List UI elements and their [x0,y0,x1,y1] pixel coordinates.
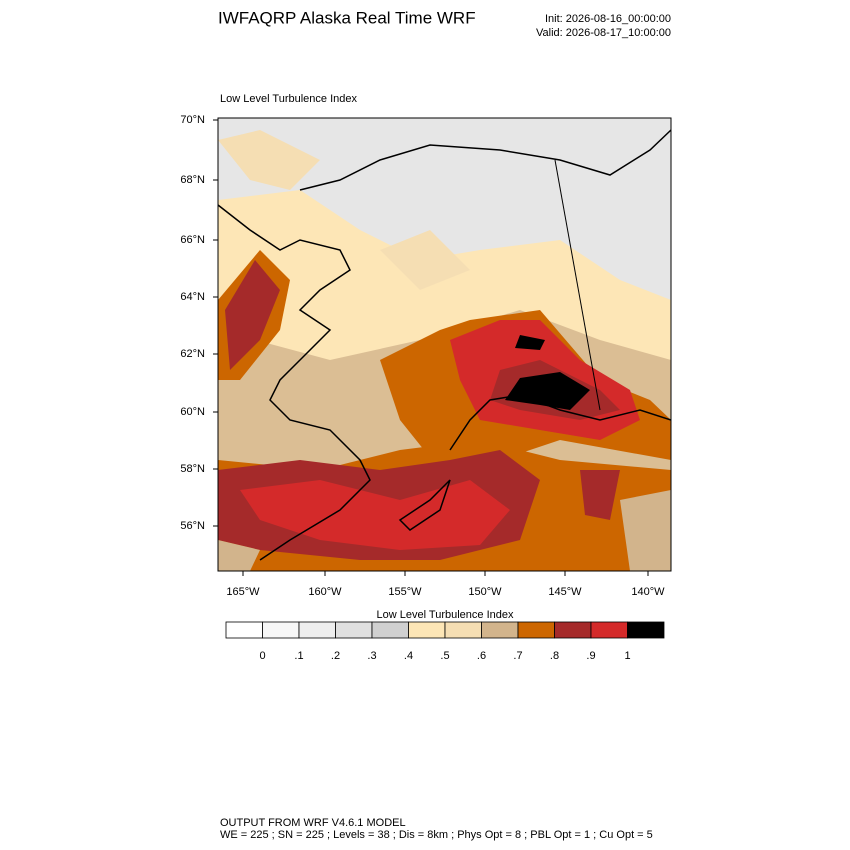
colorbar-label: .6 [477,650,486,662]
map-title: Low Level Turbulence Index [220,93,357,105]
colorbar-box [371,621,409,639]
lon-label: 160°W [308,586,342,598]
colorbar-box [408,621,446,639]
colorbar-label: .9 [586,650,595,662]
colorbar-label: .3 [367,650,376,662]
lat-labels: 70°N 68°N 66°N 64°N 62°N 60°N 58°N 56°N [180,114,218,532]
colorbar-label: .5 [440,650,449,662]
lat-label: 62°N [180,348,205,360]
colorbar-box [517,621,555,639]
colorbar-label: .8 [550,650,559,662]
colorbar-box [481,621,519,639]
colorbar-label: .4 [404,650,413,662]
footer-line: OUTPUT FROM WRF V4.6.1 MODEL [220,817,406,829]
lon-label: 145°W [548,586,582,598]
lat-label: 70°N [180,114,205,126]
colorbar-box [554,621,592,639]
colorbar-box [627,621,665,639]
lat-label: 56°N [180,520,205,532]
footer-line: WE = 225 ; SN = 225 ; Levels = 38 ; Dis … [220,829,653,841]
colorbar-title: Low Level Turbulence Index [377,609,514,621]
colorbar: 0 .1 .2 .3 .4 .5 .6 .7 .8 .9 1 [225,621,665,662]
colorbar-box [335,621,373,639]
lat-label: 68°N [180,174,205,186]
colorbar-box [590,621,628,639]
lon-label: 150°W [468,586,502,598]
colorbar-box [444,621,482,639]
init-time: Init: 2026-08-16_00:00:00 [545,13,671,25]
title: IWFAQRP Alaska Real Time WRF [218,8,476,27]
lon-label: 165°W [226,586,260,598]
lat-label: 66°N [180,234,205,246]
colorbar-label: .1 [294,650,303,662]
colorbar-label: .7 [513,650,522,662]
colorbar-box [298,621,336,639]
colorbar-box [262,621,300,639]
valid-time: Valid: 2026-08-17_10:00:00 [536,27,671,39]
lat-label: 64°N [180,291,205,303]
colorbar-box [225,621,263,639]
lon-labels: 165°W 160°W 155°W 150°W 145°W 140°W [226,571,665,598]
colorbar-label: 1 [624,650,630,662]
colorbar-label: 0 [259,650,265,662]
lat-label: 60°N [180,406,205,418]
lon-label: 140°W [631,586,665,598]
lat-label: 58°N [180,463,205,475]
lon-label: 155°W [388,586,422,598]
colorbar-label: .2 [331,650,340,662]
map-field [218,118,671,571]
map-frame [217,117,672,572]
